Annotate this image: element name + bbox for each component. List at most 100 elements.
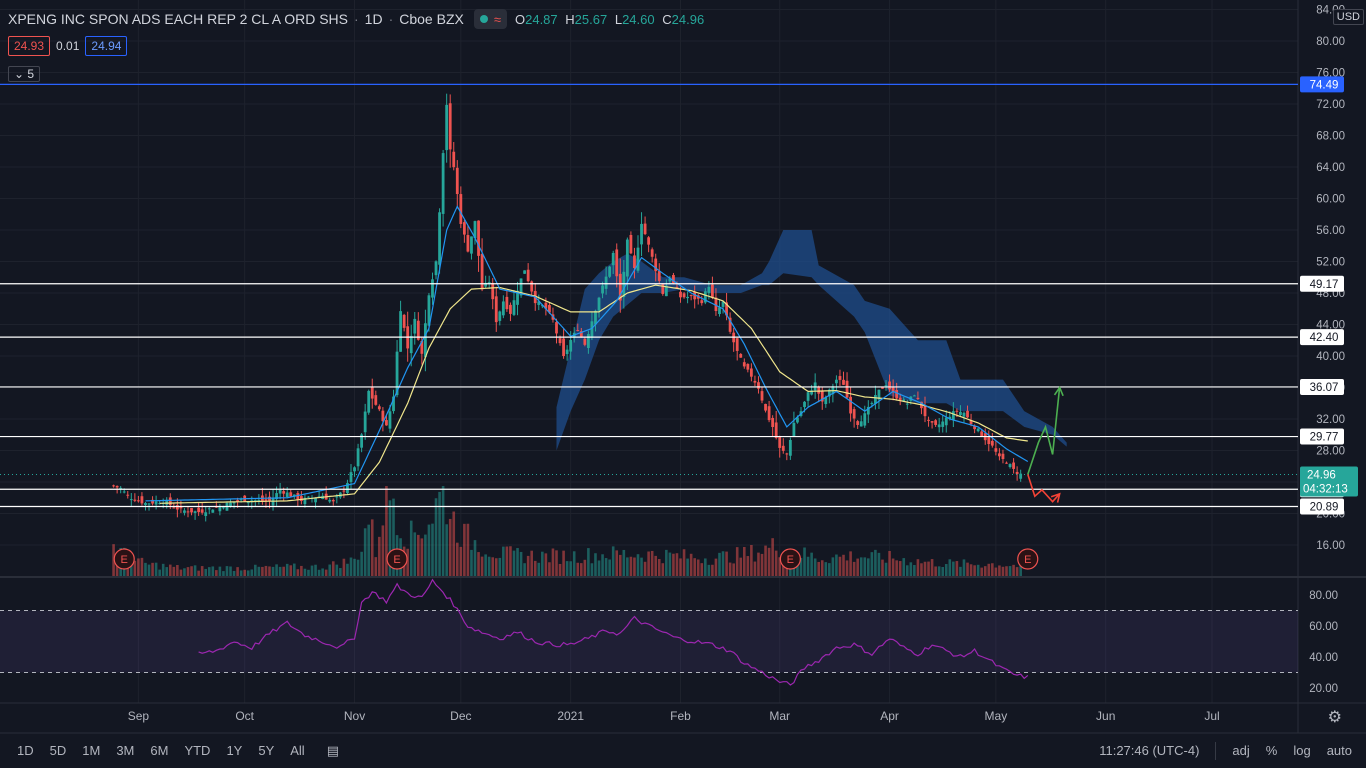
volume-bar xyxy=(746,556,750,576)
auto-toggle[interactable]: auto xyxy=(1326,743,1352,758)
earnings-marker[interactable]: E xyxy=(779,548,801,570)
volume-bar xyxy=(211,566,215,576)
timeframe-1y[interactable]: 1Y xyxy=(226,743,243,758)
candle-body xyxy=(976,428,980,432)
volume-bar xyxy=(296,569,300,576)
volume-bar xyxy=(459,546,463,576)
volume-bar xyxy=(431,523,434,576)
candle-body xyxy=(119,487,123,489)
volume-bar xyxy=(112,544,115,576)
volume-bar xyxy=(176,564,179,576)
candle-body xyxy=(374,395,378,405)
candle-body xyxy=(824,397,828,405)
earnings-marker[interactable]: E xyxy=(113,548,135,570)
goto-date-icon[interactable]: ▤ xyxy=(326,742,339,758)
volume-bar xyxy=(969,564,973,576)
timeframe-ytd[interactable]: YTD xyxy=(184,743,211,758)
candle-body xyxy=(544,302,548,309)
time-tick-label: Nov xyxy=(344,709,365,723)
timeframe-1m[interactable]: 1M xyxy=(82,743,101,758)
timeframe-3m[interactable]: 3M xyxy=(116,743,135,758)
bull-projection-arrow xyxy=(1027,387,1061,475)
adj-toggle[interactable]: adj xyxy=(1232,743,1250,758)
candle-body xyxy=(966,410,969,418)
footer-right: 11:27:46 (UTC-4) adj % log auto xyxy=(1099,733,1352,768)
timeframe-5d[interactable]: 5D xyxy=(49,743,67,758)
clock-readout[interactable]: 11:27:46 (UTC-4) xyxy=(1099,743,1200,758)
ask-price[interactable]: 24.94 xyxy=(85,36,128,56)
currency-label[interactable]: USD xyxy=(1332,9,1364,25)
candle-body xyxy=(115,485,119,488)
candle-body xyxy=(604,276,608,289)
candle-body xyxy=(1001,453,1005,460)
rsi-tick-label: 60.00 xyxy=(1309,621,1338,633)
price-tick-label: 56.00 xyxy=(1316,225,1345,237)
volume-bar xyxy=(781,558,785,576)
symbol-name[interactable]: XPENG INC SPON ADS EACH REP 2 CL A ORD S… xyxy=(8,11,348,27)
volume-bar xyxy=(285,563,289,576)
volume-bar xyxy=(633,557,636,576)
volume-bar xyxy=(728,562,732,576)
price-level-tag xyxy=(1300,428,1344,445)
bottom-toolbar: 1D 5D 1M 3M 6M YTD 1Y 5Y All ▤ 11:27:46 … xyxy=(0,733,1366,768)
close-value: 24.96 xyxy=(671,11,705,27)
candle-body xyxy=(420,340,424,354)
candle-body xyxy=(594,310,597,325)
candle-body xyxy=(884,385,888,387)
candle-body xyxy=(941,421,945,427)
price-level-tag xyxy=(1300,378,1344,395)
volume-bar xyxy=(370,519,374,576)
volume-bar xyxy=(976,564,980,576)
volume-bar xyxy=(693,558,696,576)
volume-bar xyxy=(810,552,813,576)
volume-bar xyxy=(424,534,427,576)
volume-bar xyxy=(147,564,151,576)
market-status-pill[interactable]: ≈ xyxy=(473,9,507,29)
price-tick-label: 28.00 xyxy=(1316,446,1345,458)
candle-body xyxy=(803,401,806,408)
ohlc-readout: O24.87 H25.67 L24.60 C24.96 xyxy=(515,12,708,27)
bid-price[interactable]: 24.93 xyxy=(8,36,51,56)
volume-bar xyxy=(392,498,395,576)
gear-icon[interactable]: ⚙ xyxy=(1327,709,1342,726)
candle-body xyxy=(335,496,339,498)
earnings-marker[interactable]: E xyxy=(386,548,408,570)
candle-body xyxy=(360,434,364,448)
candle-body xyxy=(175,505,179,510)
candle-body xyxy=(1005,462,1008,464)
candle-body xyxy=(877,389,881,400)
candle-body xyxy=(916,397,920,399)
volume-bar xyxy=(257,566,261,576)
candle-body xyxy=(331,500,335,502)
candle-body xyxy=(183,510,186,513)
log-toggle[interactable]: log xyxy=(1293,743,1311,758)
candle-body xyxy=(827,389,831,397)
timeframe-5y[interactable]: 5Y xyxy=(258,743,275,758)
volume-bar xyxy=(817,561,821,576)
candle-body xyxy=(675,287,679,289)
price-level-tag xyxy=(1300,76,1344,93)
volume-bar xyxy=(611,546,615,576)
indicators-toggle[interactable]: ⌄ 5 xyxy=(8,66,41,82)
timeframe-1d[interactable]: 1D xyxy=(17,743,34,758)
candle-body xyxy=(494,296,498,323)
price-level-label: 74.49 xyxy=(1310,79,1339,91)
volume-bar xyxy=(321,568,324,576)
candle-body xyxy=(519,278,523,296)
interval-label[interactable]: 1D xyxy=(364,11,383,27)
open-label: O xyxy=(514,11,526,27)
earnings-circle xyxy=(386,548,408,570)
earnings-marker[interactable]: E xyxy=(1017,548,1039,570)
volume-bar xyxy=(480,556,484,576)
candle-body xyxy=(615,249,619,277)
timeframe-all[interactable]: All xyxy=(290,743,305,758)
timeframe-6m[interactable]: 6M xyxy=(150,743,169,758)
earnings-label: E xyxy=(121,554,128,566)
volume-bar xyxy=(172,566,176,576)
candle-body xyxy=(873,395,877,404)
volume-bar xyxy=(973,565,976,576)
volume-bar xyxy=(484,554,487,576)
candle-body xyxy=(689,295,693,297)
percent-toggle[interactable]: % xyxy=(1265,743,1278,758)
